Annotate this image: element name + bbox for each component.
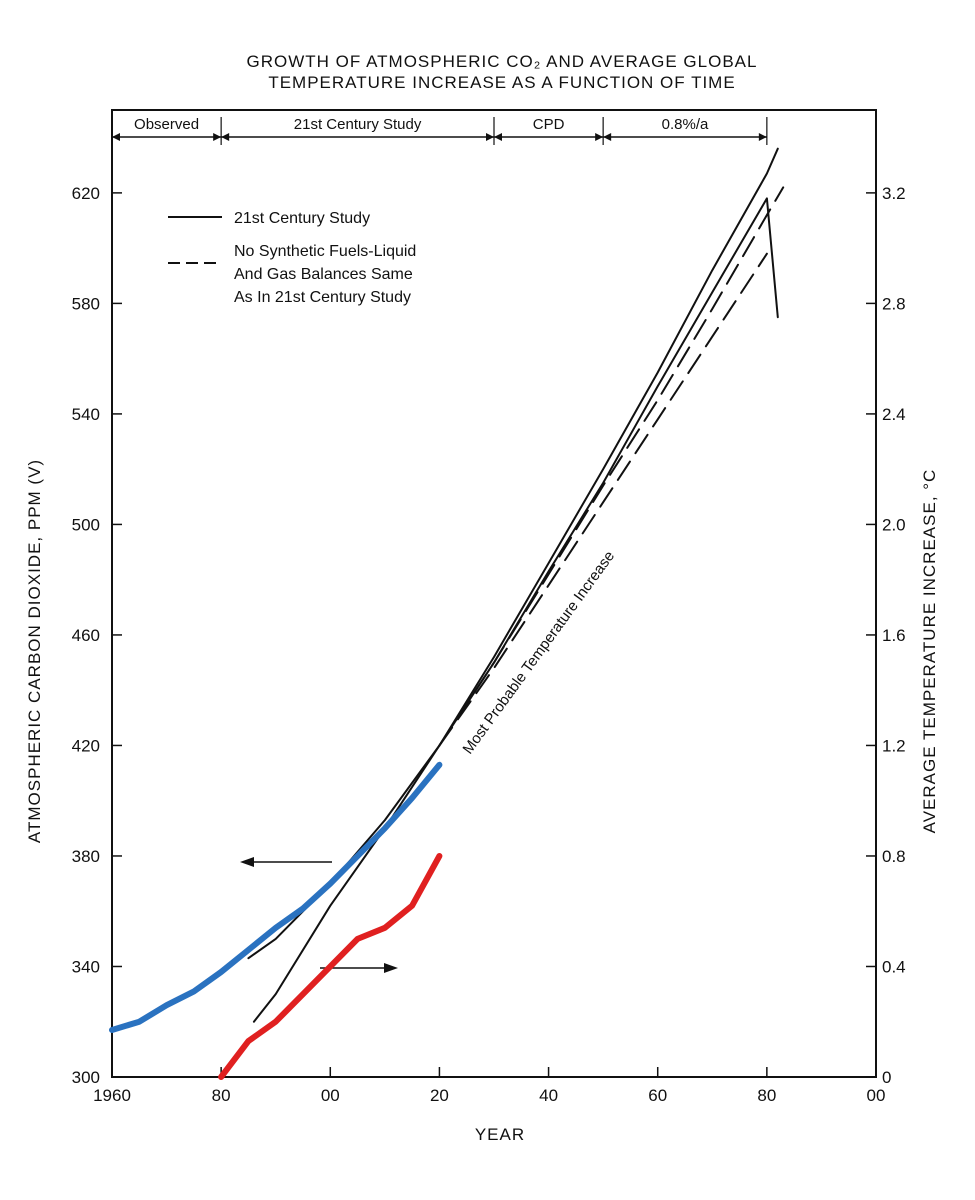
x-tick-label: 00 [321,1086,340,1105]
x-tick-label: 1960 [93,1086,131,1105]
y2-tick-label: 1.2 [882,736,906,755]
y-tick-label: 460 [72,626,100,645]
phase-arrow-right [213,133,222,141]
legend-label-dashed-line-1: No Synthetic Fuels-Liquid [234,243,416,260]
x-tick-label: 80 [757,1086,776,1105]
x-tick-label: 00 [867,1086,886,1105]
x-tick-label: 80 [212,1086,231,1105]
phase-arrow-right [595,133,604,141]
y2-axis-label: AVERAGE TEMPERATURE INCREASE, °C [920,469,939,834]
y2-tick-label: 0.4 [882,957,906,976]
y2-tick-label: 2.8 [882,294,906,313]
legend-label-dashed-line-2: And Gas Balances Same [234,266,413,283]
x-tick-label: 40 [539,1086,558,1105]
y-axis-label: ATMOSPHERIC CARBON DIOXIDE, PPM (V) [25,459,44,843]
y-tick-label: 620 [72,184,100,203]
y2-tick-label: 0.8 [882,847,906,866]
y-tick-label: 500 [72,515,100,534]
chart-title-line-2: TEMPERATURE INCREASE AS A FUNCTION OF TI… [268,73,735,92]
phase-arrow-left [112,133,120,141]
y-tick-label: 300 [72,1068,100,1087]
left-axis-pointer-arrow [240,857,332,867]
x-tick-label: 20 [430,1086,449,1105]
y-tick-label: 540 [72,405,100,424]
y2-tick-label: 3.2 [882,184,906,203]
phase-arrow-left [221,133,230,141]
legend-label-solid: 21st Century Study [234,210,370,227]
y-tick-label: 580 [72,294,100,313]
phase-label: 0.8%/a [662,116,709,133]
chart-title-line-1: GROWTH OF ATMOSPHERIC CO₂ AND AVERAGE GL… [247,52,758,71]
phase-label: 21st Century Study [294,116,422,133]
phase-arrow-left [603,133,612,141]
legend-label-dashed-line-3: As In 21st Century Study [234,289,411,306]
legend: 21st Century Study No Synthetic Fuels-Li… [168,210,416,306]
y-tick-label: 380 [72,847,100,866]
phase-arrow-right [758,133,767,141]
x-tick-label: 60 [648,1086,667,1105]
y2-tick-label: 1.6 [882,626,906,645]
y-tick-label: 340 [72,957,100,976]
temperature-dashed-line [438,252,768,747]
y2-tick-label: 0 [882,1068,891,1087]
plot-frame [111,109,877,1078]
phase-arrow-left [494,133,502,141]
observed-co2-overlay-line [109,761,443,1033]
y2-tick-label: 2.4 [882,405,906,424]
chart-marks: 1960 80 00 20 40 60 80 00 300 340 380 420 460 500 540 5… [72,116,906,1105]
phase-arrow-right [486,133,494,141]
x-axis-label: YEAR [475,1125,525,1144]
temperature-solid-line [252,197,779,1023]
observed-temperature-overlay-line [218,853,443,1080]
y-tick-label: 420 [72,736,100,755]
phase-label: CPD [533,116,565,133]
y2-tick-label: 2.0 [882,515,906,534]
phase-label: Observed [134,116,199,133]
